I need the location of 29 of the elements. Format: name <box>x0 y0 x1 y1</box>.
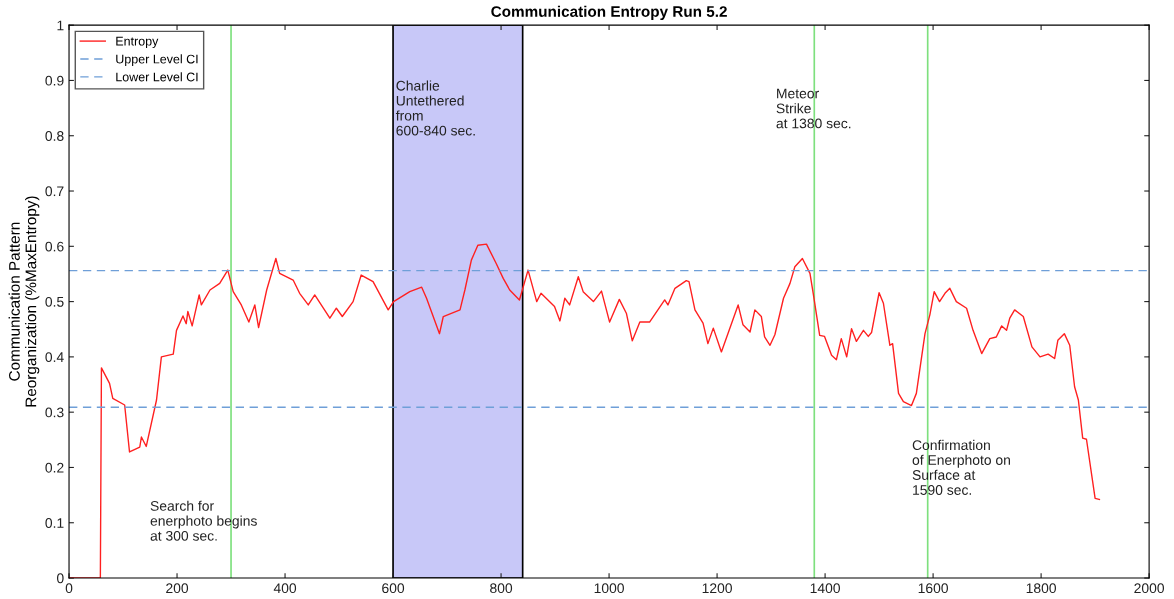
y-tick-label: 0.6 <box>45 241 64 252</box>
y-tick-label: 0.5 <box>45 296 64 307</box>
x-tick-label: 1000 <box>594 583 624 594</box>
x-tick-label: 1200 <box>702 583 732 594</box>
legend-label: Lower Level CI <box>116 72 198 82</box>
x-tick-label: 600 <box>382 583 405 594</box>
x-tick-label: 2000 <box>1134 583 1165 594</box>
y-tick-label: 0 <box>56 573 64 584</box>
x-tick-label: 1800 <box>1026 583 1057 594</box>
x-tick-label: 200 <box>166 583 189 594</box>
x-tick-label: 800 <box>490 583 513 594</box>
y-tick-label: 0.4 <box>45 352 64 363</box>
y-tick-label: 0.7 <box>45 186 64 197</box>
y-axis-title: Communication Pattern Reorganization (%MaxEntropy) <box>8 196 40 407</box>
x-tick-label: 1600 <box>918 583 948 594</box>
legend-label: Upper Level CI <box>116 54 198 66</box>
y-tick-label: 1 <box>57 20 64 31</box>
y-tick-label: 0.8 <box>45 131 64 141</box>
x-tick-label: 1400 <box>810 583 840 594</box>
y-tick-label: 0.9 <box>45 75 64 86</box>
y-tick-label: 0.2 <box>45 462 64 473</box>
annotation: Search for enerphoto begins at 300 sec. <box>150 500 257 541</box>
y-tick-label: 0.1 <box>45 518 64 528</box>
annotation: Charlie Untethered from 600-840 sec. <box>395 80 475 136</box>
y-tick-label: 0.3 <box>45 407 64 418</box>
x-tick-label: 400 <box>273 583 297 594</box>
chart-title: Communication Entropy Run 5.2 <box>491 5 727 20</box>
x-tick-label: 0 <box>65 583 73 594</box>
legend-label: Entropy <box>116 36 159 49</box>
